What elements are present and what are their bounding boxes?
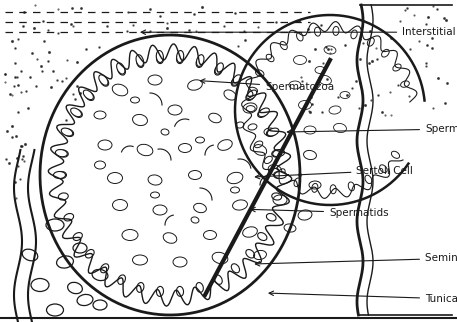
Text: Seminiferous Tubule: Seminiferous Tubule [255,252,457,266]
Ellipse shape [136,55,143,66]
Ellipse shape [117,63,125,74]
Ellipse shape [156,51,163,62]
Ellipse shape [232,75,241,85]
Ellipse shape [197,55,204,66]
Ellipse shape [83,90,93,99]
Ellipse shape [177,51,184,62]
Text: Spermatids: Spermatids [251,207,388,218]
Ellipse shape [53,172,65,178]
Text: Spermatocytes: Spermatocytes [287,124,457,134]
Ellipse shape [267,128,279,136]
Ellipse shape [55,149,67,157]
Ellipse shape [99,75,108,85]
Text: Sertoli Cell: Sertoli Cell [255,166,413,179]
Ellipse shape [215,63,223,74]
Ellipse shape [273,149,285,157]
Ellipse shape [71,108,81,117]
Ellipse shape [61,128,73,136]
Ellipse shape [247,90,257,99]
Ellipse shape [275,172,287,178]
Text: Interstitial cells or leydig: Interstitial cells or leydig [141,27,457,37]
Text: Tunica Albuginea: Tunica Albuginea [269,291,457,305]
Text: Spermatozoa: Spermatozoa [201,79,334,92]
Ellipse shape [259,108,269,117]
